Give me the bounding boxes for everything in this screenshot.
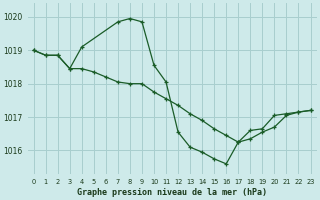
X-axis label: Graphe pression niveau de la mer (hPa): Graphe pression niveau de la mer (hPa): [77, 188, 267, 197]
